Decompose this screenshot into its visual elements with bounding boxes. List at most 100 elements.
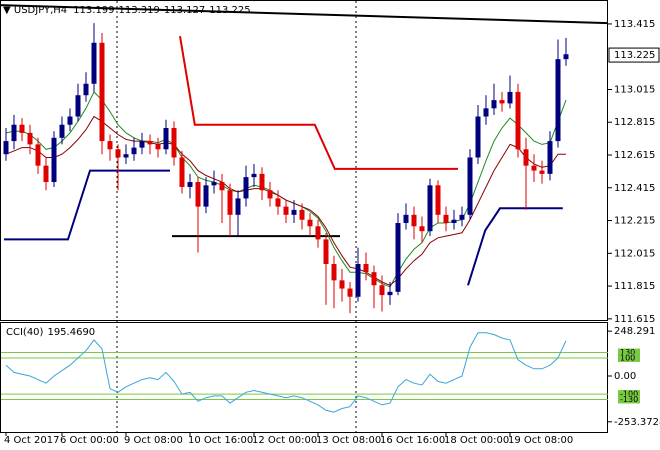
x-tick-label: 6 Oct 00:00 [60,435,119,446]
level-box [618,390,640,399]
candle-body [403,214,409,224]
candle-body [219,182,225,191]
marks [0,4,609,314]
candle-body [227,190,233,215]
level-label: 130 [620,348,635,357]
candle-body [11,124,17,142]
x-tick-label: 12 Oct 00:00 [252,435,317,446]
candle-body [387,291,393,296]
candle-body [499,100,505,104]
level-line [4,169,170,241]
y-tick-label: 0.00 [614,371,636,382]
candle-body [435,185,441,215]
candle-body [35,144,41,166]
candle-body [483,108,489,117]
y-tick-label: 112.215 [614,216,655,227]
candle-body [115,149,121,158]
x-tick-label: 4 Oct 2017 [4,435,59,446]
candle-body [259,173,265,191]
candle-body [515,91,521,150]
candle-body [91,42,97,84]
candle-body [147,141,153,145]
candle-body [323,239,329,264]
y-tick-label: -253.3728 [614,417,660,428]
candle-body [139,141,145,148]
candle-body [355,263,361,297]
candle-body [395,223,401,292]
low: 113.127 [164,5,205,16]
cci-pane [0,322,608,433]
candle-body [555,59,561,142]
candle-body [491,100,497,109]
candle-body [539,170,545,174]
candle-body [427,185,433,232]
level-box [618,395,640,404]
symbol: USDJPY,H4 [14,5,67,16]
candle-body [99,42,105,142]
candle-body [379,285,385,296]
y-tick-label: 112.815 [614,117,655,128]
candle-body [507,91,513,104]
level-box [618,353,640,362]
y-tick-label: 111.615 [614,314,655,325]
candle-body [371,272,377,286]
cci-current: 195.4690 [47,327,95,338]
candle-body [459,214,465,220]
x-tick-label: 18 Oct 00:00 [444,435,509,446]
level-label: -100 [620,390,638,399]
level-line [179,36,458,170]
candle-body [451,219,457,224]
level-line [467,207,563,286]
candle-body [531,165,537,171]
header: ▼ USDJPY,H4 113.199 113.319 113.127 113.225 [3,5,251,16]
candle-body [563,54,569,60]
candle-body [347,288,353,297]
x-tick-label: 10 Oct 16:00 [188,435,253,446]
cci-title: CCI(40) [6,327,44,338]
y-tick-label: 112.615 [614,150,655,161]
high: 113.319 [119,5,160,16]
candle-body [467,157,473,215]
x-tick-label: 19 Oct 08:00 [508,435,573,446]
candle-body [163,127,169,150]
candle-body [299,209,305,220]
candle-body [235,198,241,215]
candle-body [275,198,281,207]
candle-body [51,137,57,183]
last-price-box [608,47,660,63]
x-tick-label: 16 Oct 16:00 [380,435,445,446]
candle-body [131,147,137,155]
y-tick-label: 112.415 [614,183,655,194]
y-tick-label: 113.015 [614,84,655,95]
candle-body [243,177,249,199]
cci-header: CCI(40) 195.4690 [6,327,95,338]
y-tick-label: 248.291 [614,326,655,337]
candle-body [267,190,273,199]
candle-body [251,173,257,178]
cci-line [5,332,567,413]
x-tick-label: 13 Oct 08:00 [316,435,381,446]
candle-body [19,124,25,133]
candle-body [83,83,89,96]
level-label: -130 [620,395,638,404]
candle-body [187,182,193,187]
main-pane [0,0,608,321]
candle-body [107,141,113,150]
open: 113.199 [73,5,114,16]
menu-icon: ▼ [3,5,14,16]
candle-body [475,116,481,158]
candle-body [363,263,369,273]
candle-body [123,154,129,158]
y-tick-label: 111.815 [614,281,655,292]
candle-body [155,144,161,150]
candle-body [203,185,209,207]
candle-body [171,127,177,158]
candle-body [179,157,185,187]
candle-body [547,141,553,174]
close: 113.225 [209,5,250,16]
candle-body [27,132,33,145]
candle-body [443,214,449,224]
y-tick-label: 113.415 [614,19,655,30]
